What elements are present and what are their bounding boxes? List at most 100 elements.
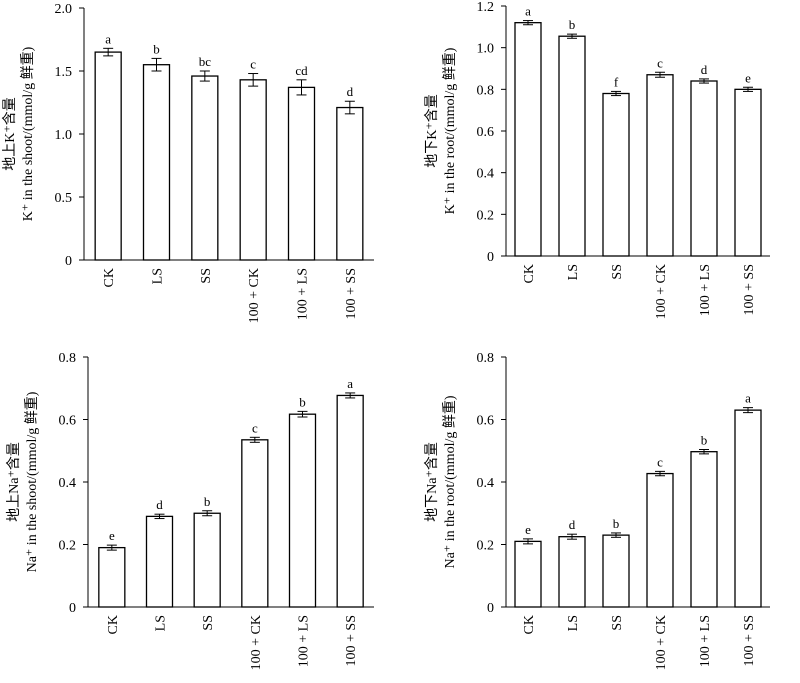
y-axis-title-english: K⁺ in the root/(mmol/g 鲜重) xyxy=(442,47,458,214)
significance-label: d xyxy=(701,62,708,77)
bar xyxy=(690,451,718,608)
bar xyxy=(558,536,586,608)
x-category-label: LS xyxy=(154,615,169,631)
y-tick-label: 1.0 xyxy=(55,128,73,143)
y-tick-label: 0.2 xyxy=(477,208,495,223)
y-tick-label: 0.8 xyxy=(477,83,495,98)
y-tick-label: 0.6 xyxy=(477,414,495,429)
x-category-label: 100 + CK xyxy=(247,268,262,323)
x-category-label: SS xyxy=(199,268,214,284)
bar xyxy=(602,92,630,257)
bar xyxy=(241,439,269,608)
y-tick-label: 0.2 xyxy=(477,539,495,554)
significance-label: e xyxy=(525,522,531,537)
chart-svg-3: 0 0.2 0.4 0.6 0.8 地上Na⁺含量 Na⁺ in the shoot/(mm… xyxy=(6,351,374,670)
y-axis-title-english: Na⁺ in the root/(mmol/g 鲜重) xyxy=(442,395,458,568)
bar xyxy=(145,515,174,608)
significance-label: d xyxy=(156,497,163,512)
significance-label: b xyxy=(153,41,160,56)
bar xyxy=(558,35,586,257)
x-category-label: 100 + SS xyxy=(344,268,359,319)
significance-label: cd xyxy=(295,63,308,78)
y-axis-title-english: Na⁺ in the shoot/(mmol/g 鲜重) xyxy=(24,391,40,572)
bar xyxy=(193,512,221,608)
x-category-label: 100 + CK xyxy=(249,615,264,670)
chart-svg-2: 0 0.2 0.4 0.6 0.8 1.0 1.2 地下K⁺含量 K⁺ in the root/… xyxy=(424,0,770,319)
significance-label: d xyxy=(569,517,576,532)
y-axis-title-chinese: 地上K⁺含量 xyxy=(2,97,18,171)
significance-label: c xyxy=(657,454,663,469)
x-category-label: LS xyxy=(566,264,581,280)
x-category-label: CK xyxy=(522,615,537,634)
significance-label: c xyxy=(657,55,663,70)
y-axis-title-english: K⁺ in the shoot/(mmol/g 鲜重) xyxy=(20,46,36,221)
y-tick-label: 0.4 xyxy=(477,476,495,491)
bar xyxy=(514,540,542,608)
x-category-label: CK xyxy=(522,264,537,283)
bar xyxy=(336,106,364,261)
y-tick-label: 2.0 xyxy=(55,2,73,17)
chart-svg-1: 0 0.5 1.0 1.5 2.0 地上K⁺含量 K⁺ in the shoot/(mmol… xyxy=(2,2,374,323)
significance-label: e xyxy=(745,70,751,85)
chart-panel-2: 0 0.2 0.4 0.6 0.8 1.0 1.2 地下K⁺含量 K⁺ in the root/… xyxy=(400,0,800,339)
chart-panel-1: 0 0.5 1.0 1.5 2.0 地上K⁺含量 K⁺ in the shoot/(mmol… xyxy=(0,0,400,339)
bar xyxy=(734,88,762,257)
significance-label: c xyxy=(250,57,256,72)
bar xyxy=(94,51,122,261)
y-tick-label: 1.2 xyxy=(477,0,495,15)
x-category-label: SS xyxy=(201,615,216,631)
significance-label: a xyxy=(525,4,531,19)
x-category-label: 100 + SS xyxy=(742,264,757,315)
y-axis-title-chinese: 地下K⁺含量 xyxy=(424,94,440,168)
bar xyxy=(336,394,364,608)
y-tick-label: 0.8 xyxy=(59,351,77,366)
bar xyxy=(98,546,126,608)
y-tick-label: 0 xyxy=(487,601,494,616)
significance-label: b xyxy=(613,516,620,531)
y-tick-label: 0.8 xyxy=(477,351,495,366)
x-category-label: 100 + LS xyxy=(698,615,713,667)
significance-label: a xyxy=(105,31,111,46)
x-category-label: 100 + SS xyxy=(344,615,359,666)
chart-panel-4: 0 0.2 0.4 0.6 0.8 地下Na⁺含量 Na⁺ in the root/(mmo… xyxy=(400,339,800,678)
y-tick-label: 0 xyxy=(487,250,494,265)
chart-svg-4: 0 0.2 0.4 0.6 0.8 地下Na⁺含量 Na⁺ in the root/(mmo… xyxy=(424,351,770,670)
bar xyxy=(602,534,630,608)
x-category-label: 100 + SS xyxy=(742,615,757,666)
x-category-label: LS xyxy=(566,615,581,631)
x-category-label: 100 + CK xyxy=(654,615,669,670)
significance-label: b xyxy=(569,17,576,32)
y-tick-label: 0.2 xyxy=(59,539,77,554)
y-axis-title-chinese: 地下Na⁺含量 xyxy=(424,442,440,522)
bar xyxy=(690,80,718,257)
bar xyxy=(287,86,316,261)
significance-label: c xyxy=(252,420,258,435)
y-tick-label: 0.4 xyxy=(59,476,77,491)
x-category-label: 100 + LS xyxy=(698,264,713,316)
significance-label: a xyxy=(347,376,353,391)
y-tick-label: 0 xyxy=(65,254,72,269)
bar xyxy=(288,413,317,608)
x-category-label: LS xyxy=(151,268,166,284)
significance-label: e xyxy=(109,528,115,543)
significance-label: d xyxy=(347,84,354,99)
y-tick-label: 1.0 xyxy=(477,42,495,57)
significance-label: a xyxy=(745,391,751,406)
x-category-label: CK xyxy=(102,268,117,287)
bar xyxy=(514,22,542,257)
x-category-label: 100 + CK xyxy=(654,264,669,319)
x-category-label: SS xyxy=(610,615,625,631)
x-category-label: 100 + LS xyxy=(296,268,311,320)
y-tick-label: 0.6 xyxy=(477,125,495,140)
x-category-label: 100 + LS xyxy=(297,615,312,667)
significance-label: f xyxy=(614,74,619,89)
y-tick-label: 0.5 xyxy=(55,191,73,206)
x-category-label: CK xyxy=(106,615,121,634)
significance-label: b xyxy=(701,433,708,448)
bar xyxy=(239,79,267,261)
significance-label: b xyxy=(299,394,306,409)
significance-label: bc xyxy=(199,54,212,69)
bar xyxy=(646,74,674,257)
x-category-label: SS xyxy=(610,264,625,280)
y-axis-title-chinese: 地上Na⁺含量 xyxy=(6,442,22,522)
